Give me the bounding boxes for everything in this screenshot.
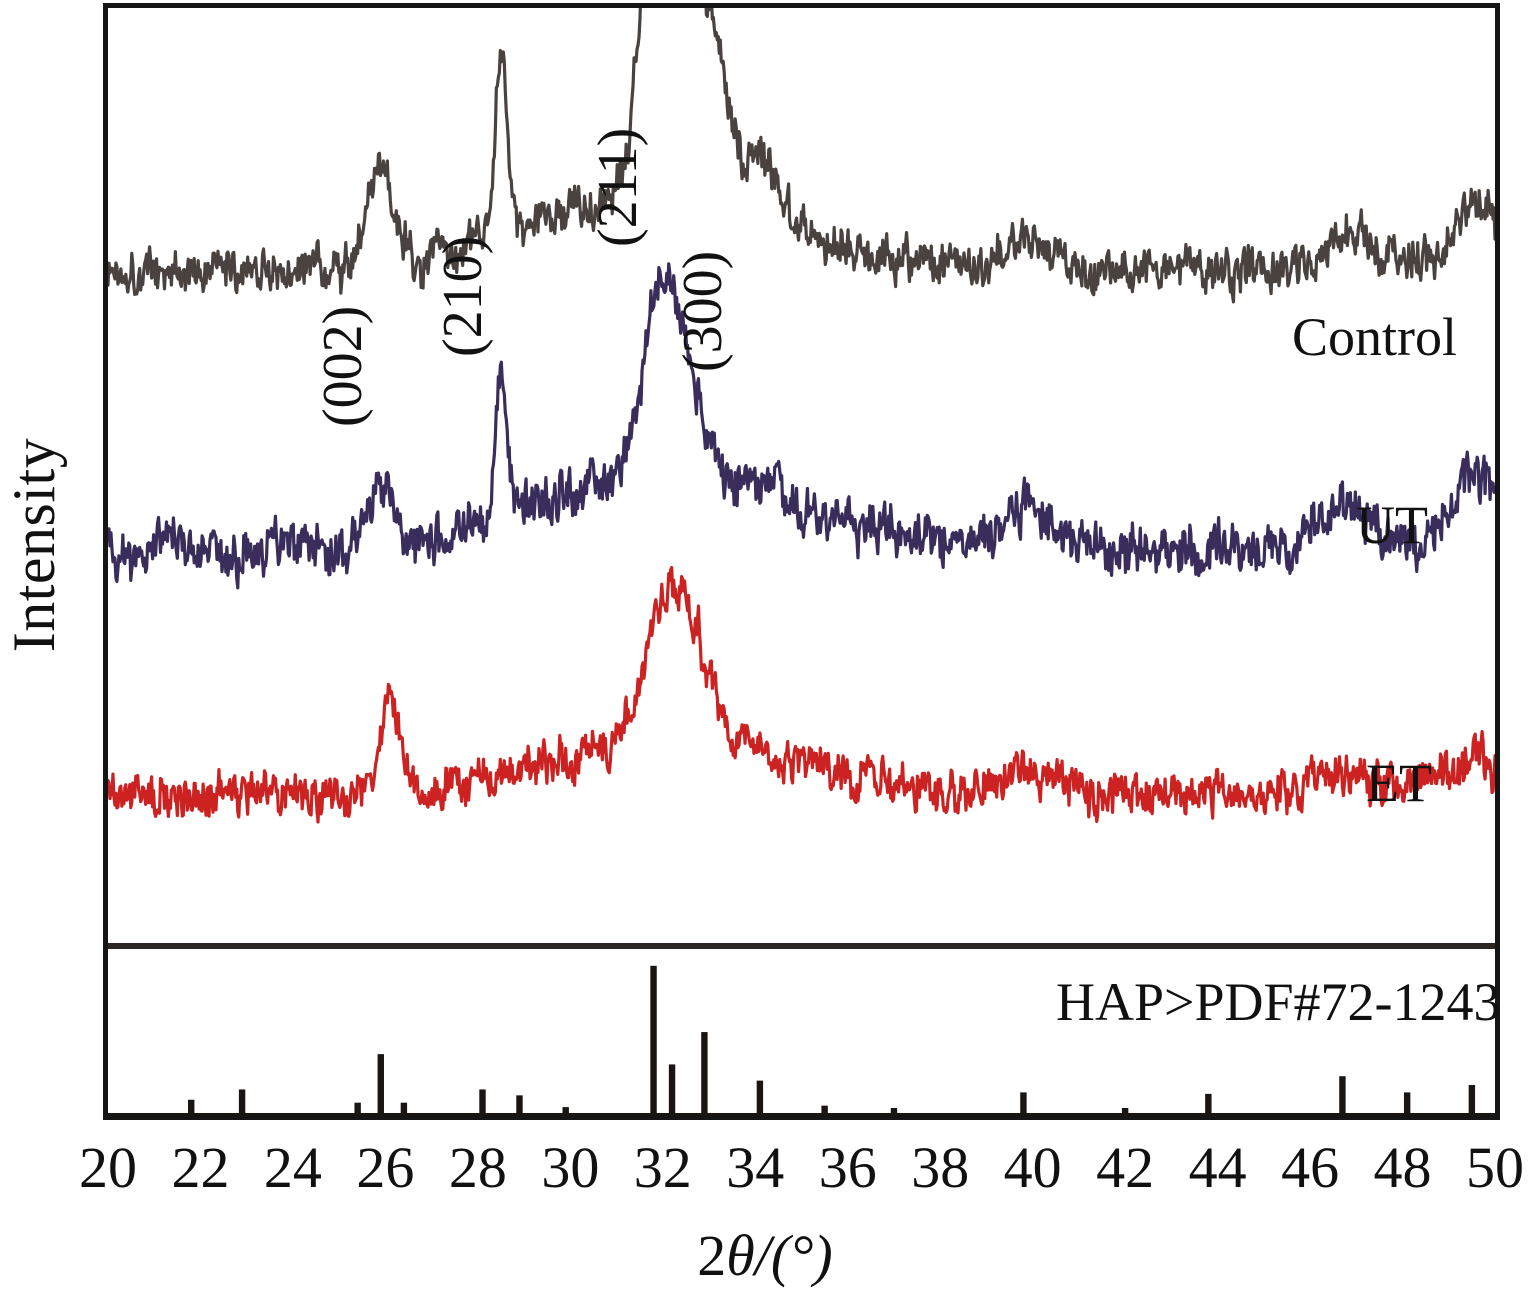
reference-stick — [400, 1102, 408, 1113]
trace-ut — [108, 262, 1495, 590]
traces-layer — [108, 8, 1495, 1115]
x-tick-label-42: 42 — [1096, 1135, 1155, 1200]
x-tick-label-26: 26 — [356, 1135, 415, 1200]
x-axis-title-theta: θ — [726, 1223, 755, 1288]
reference-stick — [821, 1105, 828, 1113]
x-tick-label-24: 24 — [263, 1135, 322, 1200]
trace-control — [108, 8, 1495, 304]
reference-stick — [1205, 1093, 1212, 1113]
trace-et — [108, 565, 1495, 824]
miller-index-300: (300) — [672, 250, 735, 372]
miller-index-210: (210) — [431, 235, 494, 357]
x-tick-label-50: 50 — [1466, 1135, 1524, 1200]
reference-stick — [1403, 1092, 1411, 1113]
reference-stick — [377, 1054, 384, 1113]
x-tick-label-22: 22 — [171, 1135, 230, 1200]
reference-stick — [1339, 1076, 1346, 1113]
panel-divider — [108, 943, 1495, 949]
reference-baseline — [108, 1113, 1495, 1115]
series-label-ut: UT — [1356, 495, 1428, 555]
y-axis-label: Intensity — [1, 437, 67, 653]
reference-stick — [668, 1064, 676, 1113]
reference-stick — [238, 1089, 246, 1113]
reference-stick — [890, 1108, 898, 1113]
reference-stick — [354, 1102, 361, 1113]
reference-stick — [516, 1095, 523, 1113]
reference-stick — [701, 1032, 708, 1113]
pdf-reference-label: HAP>PDF#72-1243 — [1056, 972, 1501, 1032]
reference-stick — [1020, 1092, 1027, 1113]
reference-stick — [1468, 1085, 1476, 1113]
x-tick-label-38: 38 — [911, 1135, 970, 1200]
x-tick-label-48: 48 — [1373, 1135, 1432, 1200]
x-tick-label-30: 30 — [541, 1135, 600, 1200]
reference-stick — [756, 1080, 764, 1113]
x-axis-title: 2θ/(°) — [0, 1222, 1530, 1289]
x-tick-label-32: 32 — [633, 1135, 692, 1200]
reference-stick — [479, 1089, 486, 1113]
x-tick-label-44: 44 — [1188, 1135, 1247, 1200]
chart-plot-frame: (002) (210) (211) (300) Control UT ET HAP>PDF… — [103, 3, 1501, 1120]
reference-stick — [1121, 1108, 1129, 1113]
reference-stick — [562, 1107, 569, 1113]
miller-index-002: (002) — [311, 305, 374, 427]
reference-pattern-layer — [108, 949, 1495, 1115]
x-axis-tick-labels: 20 22 24 26 28 30 32 34 36 38 40 42 44 46 48 50 — [0, 1136, 1530, 1206]
x-tick-label-46: 46 — [1281, 1135, 1340, 1200]
x-tick-label-36: 36 — [818, 1135, 877, 1200]
reference-sticks-svg — [108, 965, 1495, 1115]
reference-stick — [650, 965, 657, 1113]
series-label-control: Control — [1292, 307, 1458, 367]
miller-index-211: (211) — [587, 127, 650, 247]
x-axis-title-post: /(°) — [754, 1223, 833, 1288]
x-tick-label-40: 40 — [1003, 1135, 1062, 1200]
x-tick-label-28: 28 — [448, 1135, 507, 1200]
series-label-et: ET — [1366, 753, 1432, 813]
x-tick-label-20: 20 — [79, 1135, 137, 1200]
x-axis-title-pre: 2 — [697, 1223, 727, 1288]
x-tick-label-34: 34 — [726, 1135, 785, 1200]
xrd-traces-svg — [108, 8, 1495, 824]
reference-stick — [188, 1099, 195, 1113]
